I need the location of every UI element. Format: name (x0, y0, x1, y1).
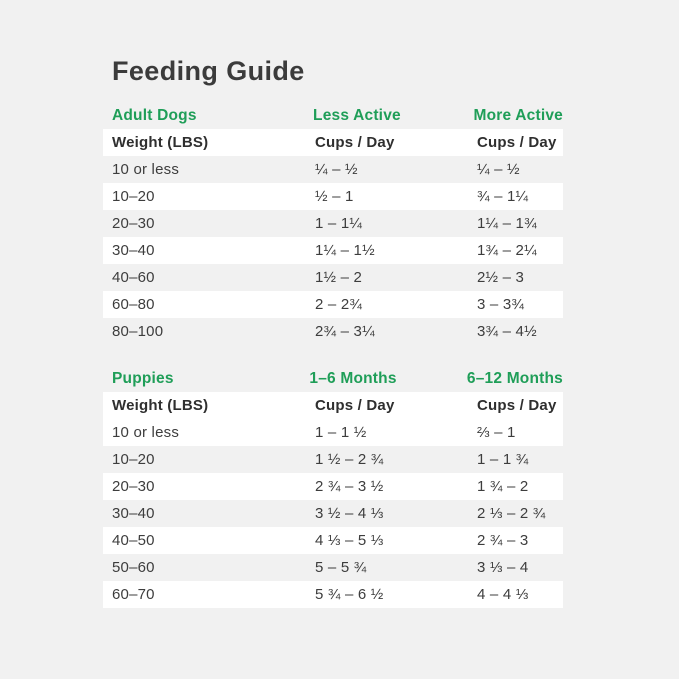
adult-section-header-row: Adult Dogs Less Active More Active (103, 102, 563, 129)
cups-cell: 1¾ – 2¼ (477, 242, 537, 259)
column-header-less-active: Less Active (313, 106, 401, 124)
cups-cell: ¾ – 1¼ (477, 188, 529, 205)
cups-cell: 2 ⅓ – 2 ¾ (477, 505, 546, 522)
column-header-more-active: More Active (473, 106, 563, 124)
cups-cell: 2½ – 3 (477, 269, 525, 286)
table-row: 60–70 5 ¾ – 6 ½ 4 – 4 ⅓ (103, 581, 563, 608)
weight-cell: 80–100 (112, 323, 164, 340)
cups-cell: 1¼ – 1¾ (477, 215, 537, 232)
cups-cell: 5 ¾ – 6 ½ (315, 586, 384, 603)
table-row: 30–40 1¼ – 1½ 1¾ – 2¼ (103, 237, 563, 264)
cups-cell: 3¾ – 4½ (477, 323, 537, 340)
cups-cell: 1½ – 2 (315, 269, 363, 286)
adult-subheader-row: Weight (LBS) Cups / Day Cups / Day (103, 129, 563, 156)
weight-cell: 50–60 (112, 559, 155, 576)
adult-dogs-table: Adult Dogs Less Active More Active Weigh… (103, 102, 563, 345)
weight-cell: 10 or less (112, 424, 180, 441)
cups-cell: 1 – 1 ½ (315, 424, 367, 441)
cups-cell: 1 – 1 ¾ (477, 451, 529, 468)
cups-cell: 3 – 3¾ (477, 296, 525, 313)
cups-cell: 5 – 5 ¾ (315, 559, 367, 576)
weight-cell: 40–60 (112, 269, 155, 286)
table-row: 40–50 4 ⅓ – 5 ⅓ 2 ¾ – 3 (103, 527, 563, 554)
weight-cell: 10–20 (112, 188, 155, 205)
cups-cell: 2 ¾ – 3 ½ (315, 478, 384, 495)
weight-cell: 30–40 (112, 505, 155, 522)
section-label-adult-dogs: Adult Dogs (112, 106, 197, 124)
weight-column-header: Weight (LBS) (112, 397, 209, 414)
table-row: 40–60 1½ – 2 2½ – 3 (103, 264, 563, 291)
cups-cell: 3 ½ – 4 ⅓ (315, 505, 384, 522)
table-row: 10–20 1 ½ – 2 ¾ 1 – 1 ¾ (103, 446, 563, 473)
weight-cell: 20–30 (112, 478, 155, 495)
cups-cell: 2 ¾ – 3 (477, 532, 529, 549)
puppies-subheader-row: Weight (LBS) Cups / Day Cups / Day (103, 392, 563, 419)
weight-cell: 20–30 (112, 215, 155, 232)
table-row: 20–30 2 ¾ – 3 ½ 1 ¾ – 2 (103, 473, 563, 500)
weight-cell: 60–80 (112, 296, 155, 313)
table-row: 10 or less ¼ – ½ ¼ – ½ (103, 156, 563, 183)
cups-cell: 2¾ – 3¼ (315, 323, 375, 340)
weight-cell: 30–40 (112, 242, 155, 259)
cups-cell: ⅔ – 1 (477, 424, 516, 441)
weight-column-header: Weight (LBS) (112, 134, 209, 151)
column-header-1-6-months: 1–6 Months (309, 369, 397, 387)
cups-cell: 4 ⅓ – 5 ⅓ (315, 532, 384, 549)
weight-cell: 40–50 (112, 532, 155, 549)
weight-cell: 10 or less (112, 161, 180, 178)
cups-per-day-header: Cups / Day (315, 134, 395, 151)
cups-cell: 4 – 4 ⅓ (477, 586, 529, 603)
cups-cell: ¼ – ½ (315, 161, 358, 178)
cups-cell: 2 – 2¾ (315, 296, 363, 313)
table-row: 10–20 ½ – 1 ¾ – 1¼ (103, 183, 563, 210)
weight-cell: 10–20 (112, 451, 155, 468)
table-row: 50–60 5 – 5 ¾ 3 ⅓ – 4 (103, 554, 563, 581)
section-label-puppies: Puppies (112, 369, 174, 387)
column-header-6-12-months: 6–12 Months (466, 369, 563, 387)
cups-cell: 1 ½ – 2 ¾ (315, 451, 384, 468)
cups-per-day-header: Cups / Day (477, 397, 557, 414)
cups-per-day-header: Cups / Day (477, 134, 557, 151)
cups-cell: 1 – 1¼ (315, 215, 363, 232)
puppies-table: Puppies 1–6 Months 6–12 Months Weight (L… (103, 365, 563, 608)
table-row: 60–80 2 – 2¾ 3 – 3¾ (103, 291, 563, 318)
puppies-section-header-row: Puppies 1–6 Months 6–12 Months (103, 365, 563, 392)
cups-cell: ¼ – ½ (477, 161, 520, 178)
weight-cell: 60–70 (112, 586, 155, 603)
table-row: 30–40 3 ½ – 4 ⅓ 2 ⅓ – 2 ¾ (103, 500, 563, 527)
page-title: Feeding Guide (112, 56, 305, 86)
cups-per-day-header: Cups / Day (315, 397, 395, 414)
cups-cell: ½ – 1 (315, 188, 354, 205)
table-row: 80–100 2¾ – 3¼ 3¾ – 4½ (103, 318, 563, 345)
cups-cell: 3 ⅓ – 4 (477, 559, 529, 576)
table-row: 20–30 1 – 1¼ 1¼ – 1¾ (103, 210, 563, 237)
cups-cell: 1 ¾ – 2 (477, 478, 529, 495)
table-row: 10 or less 1 – 1 ½ ⅔ – 1 (103, 419, 563, 446)
cups-cell: 1¼ – 1½ (315, 242, 375, 259)
